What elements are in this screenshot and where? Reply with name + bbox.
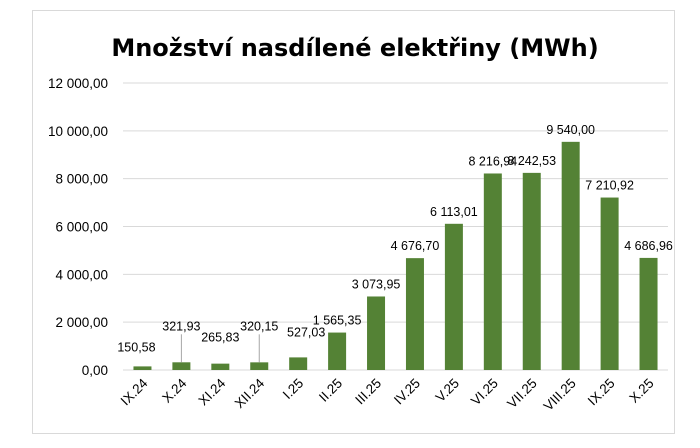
data-label: 8 216,94 [468,154,517,168]
chart-title: Množství nasdílené elektřiny (MWh) [111,34,598,62]
y-tick-label: 4 000,00 [55,267,108,282]
bar [211,363,230,370]
x-tick-label: VIII.25 [541,376,579,414]
data-label: 3 073,95 [352,277,401,291]
data-label: 4 686,96 [624,239,673,253]
y-tick-label: 6 000,00 [55,220,108,235]
data-label: 8 242,53 [507,154,556,168]
bar [561,141,580,370]
y-tick-label: 2 000,00 [55,315,108,330]
data-label: 150,58 [117,340,155,354]
bar [444,223,463,370]
bar [483,173,502,370]
data-label: 9 540,00 [546,123,595,137]
y-tick-label: 0,00 [82,363,108,378]
x-tick-label: X.24 [159,375,190,406]
chart-frame [32,10,675,434]
x-tick-label: X.25 [626,376,656,406]
data-label: 1 565,35 [313,314,362,328]
data-label: 7 210,92 [585,179,634,193]
data-label: 321,93 [162,319,200,333]
x-tick-label: II.25 [316,376,345,405]
data-label: 4 676,70 [391,239,440,253]
bar [639,257,658,370]
data-label: 320,15 [240,319,278,333]
bar [133,366,152,370]
bar [522,172,541,370]
x-tick-label: XI.24 [196,375,229,408]
y-tick-label: 8 000,00 [55,172,108,187]
bar [600,197,619,370]
x-tick-label: I.25 [280,376,307,403]
x-tick-label: IV.25 [391,376,423,408]
y-tick-label: 12 000,00 [48,76,108,91]
bar [405,258,424,370]
x-tick-label: XII.24 [232,375,268,411]
x-tick-label: VI.25 [468,376,501,409]
data-label: 6 113,01 [430,205,478,219]
bar [289,357,308,370]
x-tick-label: IX.24 [118,375,151,408]
bar [172,362,191,370]
x-tick-label: VII.25 [504,376,540,412]
x-tick-label: V.25 [433,376,462,405]
y-tick-label: 10 000,00 [48,124,108,139]
bar [328,332,347,370]
data-label: 265,83 [201,331,239,345]
bar [250,362,269,370]
x-tick-label: IX.25 [585,376,618,409]
x-tick-label: III.25 [352,376,384,408]
bar [367,296,386,370]
data-label: 527,03 [287,325,325,339]
